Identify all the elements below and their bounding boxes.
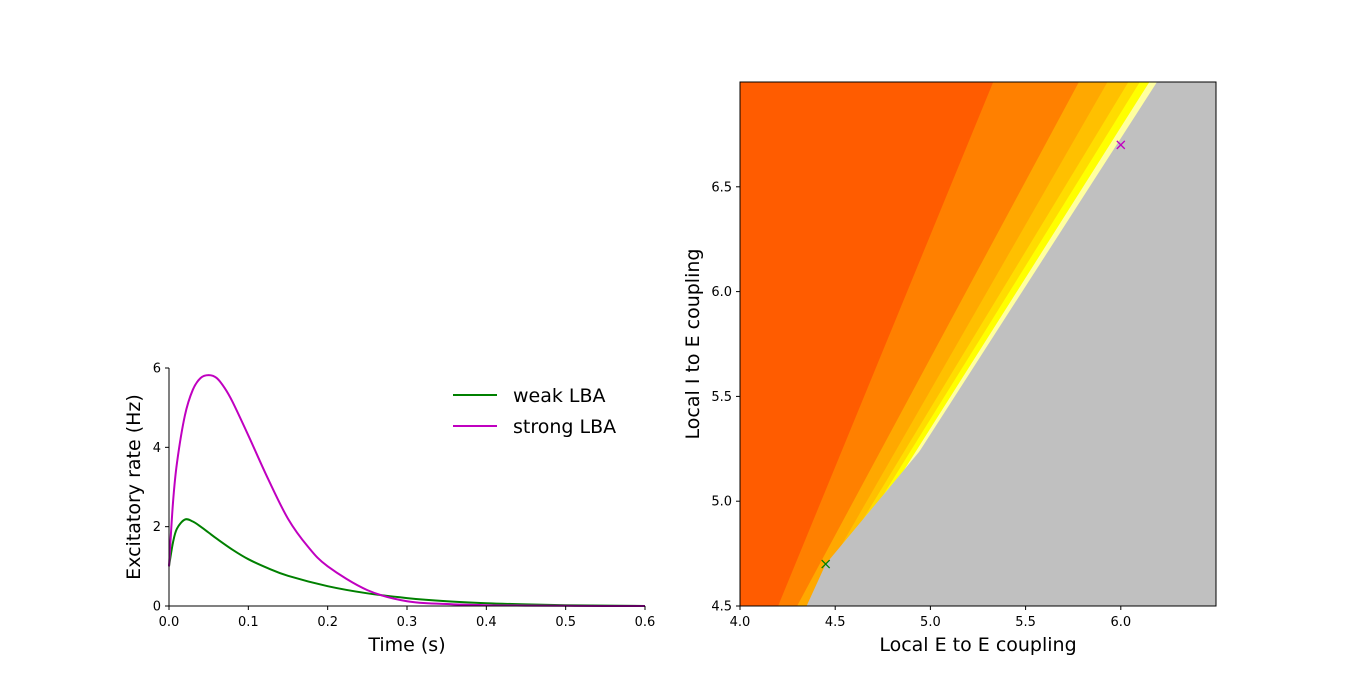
y-tick-label: 6 [153, 362, 161, 377]
line-series-group [168, 374, 646, 608]
x-tick-label: 0.2 [317, 615, 338, 630]
y-tick-label: 0 [153, 600, 161, 615]
x-tick-label: 0.0 [159, 615, 180, 630]
region-map-y-label: Local I to E coupling [682, 249, 704, 440]
region-map-chart: 4.0 4.5 5.0 5.5 6.0 4.55.05.56.06.5 Local E … [682, 81, 1217, 656]
x-tick-label: 4.0 [730, 615, 751, 630]
y-tick-label: 2 [153, 520, 161, 535]
marker-x [1116, 140, 1126, 150]
marker-x [821, 559, 831, 569]
y-tick-label: 4 [153, 441, 161, 456]
region-markers [821, 140, 1126, 569]
line-chart-x-label: Time (s) [367, 634, 445, 656]
x-tick-label: 0.3 [397, 615, 418, 630]
x-tick-label: 0.1 [238, 615, 259, 630]
legend-label-strong: strong LBA [513, 416, 616, 438]
x-tick-label: 5.5 [1015, 615, 1036, 630]
x-tick-label: 0.4 [476, 615, 497, 630]
series-line-strong-lba [168, 374, 646, 608]
region-band [740, 82, 994, 606]
unstable-region [806, 82, 1216, 606]
y-tick-label: 6.0 [711, 285, 732, 300]
series-line-weak-lba [168, 518, 646, 607]
line-chart: 0.0 0.1 0.2 0.3 0.4 0.5 0.6 0 2 4 6 Time (s) Exci… [123, 362, 655, 657]
line-chart-x-ticks: 0.0 0.1 0.2 0.3 0.4 0.5 0.6 [159, 606, 656, 630]
region-map-x-label: Local E to E coupling [879, 634, 1076, 656]
x-tick-label: 6.0 [1110, 615, 1131, 630]
x-tick-label: 0.6 [635, 615, 656, 630]
y-tick-label: 4.5 [711, 600, 732, 615]
y-tick-label: 6.5 [711, 180, 732, 195]
region-bands [740, 82, 1216, 606]
x-tick-label: 4.5 [825, 615, 846, 630]
y-tick-label: 5.5 [711, 390, 732, 405]
region-map-frame [739, 81, 1217, 607]
y-tick-label: 5.0 [711, 495, 732, 510]
region-map-x-ticks: 4.0 4.5 5.0 5.5 6.0 [730, 606, 1131, 630]
region-map-y-ticks: 4.5 5.0 5.5 6.0 6.5 [711, 180, 740, 615]
legend-label-weak: weak LBA [513, 385, 606, 407]
legend: weak LBA strong LBA [453, 385, 616, 438]
line-chart-y-ticks: 0 2 4 6 [153, 362, 169, 615]
x-tick-label: 5.0 [920, 615, 941, 630]
x-tick-label: 0.5 [555, 615, 576, 630]
line-chart-y-label: Excitatory rate (Hz) [123, 394, 145, 580]
